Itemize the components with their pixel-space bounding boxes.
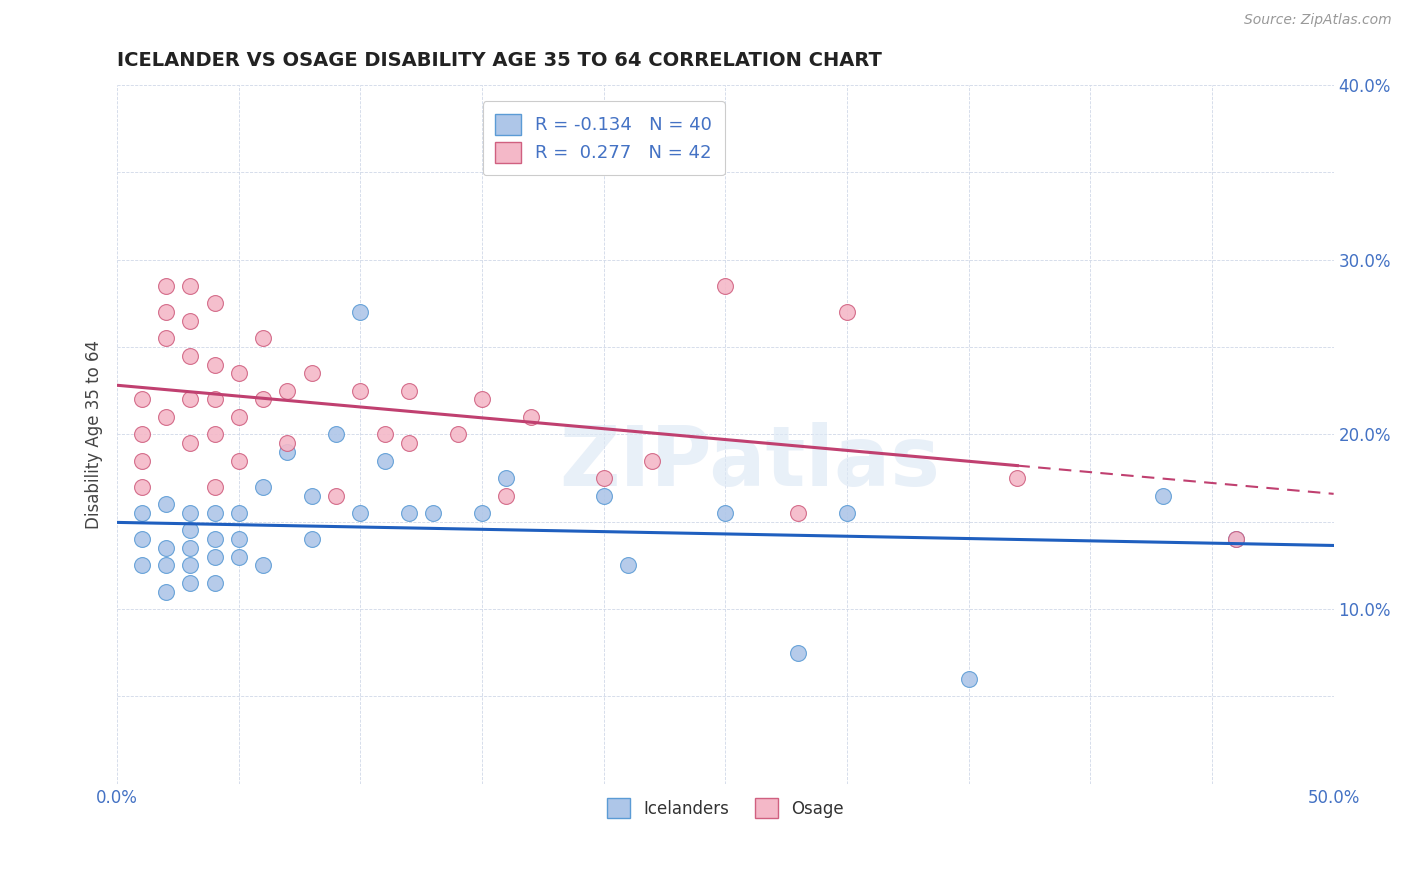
Point	[276, 384, 298, 398]
Point	[228, 409, 250, 424]
Point	[349, 305, 371, 319]
Point	[301, 533, 323, 547]
Text: ICELANDER VS OSAGE DISABILITY AGE 35 TO 64 CORRELATION CHART: ICELANDER VS OSAGE DISABILITY AGE 35 TO …	[117, 51, 882, 70]
Point	[155, 497, 177, 511]
Point	[957, 672, 980, 686]
Point	[471, 392, 494, 407]
Point	[520, 409, 543, 424]
Point	[301, 489, 323, 503]
Point	[787, 506, 810, 520]
Point	[835, 305, 858, 319]
Point	[252, 558, 274, 573]
Point	[471, 506, 494, 520]
Point	[228, 549, 250, 564]
Point	[1225, 533, 1247, 547]
Point	[422, 506, 444, 520]
Point	[131, 480, 153, 494]
Point	[131, 506, 153, 520]
Point	[204, 392, 226, 407]
Point	[1225, 533, 1247, 547]
Point	[155, 279, 177, 293]
Point	[179, 575, 201, 590]
Point	[349, 506, 371, 520]
Point	[495, 489, 517, 503]
Point	[641, 453, 664, 467]
Point	[252, 392, 274, 407]
Point	[131, 392, 153, 407]
Point	[155, 305, 177, 319]
Point	[155, 409, 177, 424]
Point	[1152, 489, 1174, 503]
Point	[398, 506, 420, 520]
Point	[179, 392, 201, 407]
Point	[398, 436, 420, 450]
Text: ZIPatlas: ZIPatlas	[560, 422, 941, 503]
Point	[325, 489, 347, 503]
Point	[1007, 471, 1029, 485]
Point	[325, 427, 347, 442]
Point	[228, 533, 250, 547]
Point	[447, 427, 470, 442]
Point	[592, 489, 614, 503]
Point	[131, 533, 153, 547]
Point	[204, 296, 226, 310]
Point	[617, 558, 640, 573]
Point	[228, 453, 250, 467]
Point	[228, 366, 250, 380]
Point	[252, 331, 274, 345]
Point	[252, 480, 274, 494]
Point	[374, 453, 396, 467]
Point	[204, 575, 226, 590]
Point	[131, 453, 153, 467]
Point	[204, 506, 226, 520]
Point	[714, 279, 737, 293]
Point	[228, 506, 250, 520]
Point	[179, 541, 201, 555]
Point	[179, 436, 201, 450]
Point	[204, 358, 226, 372]
Point	[787, 646, 810, 660]
Point	[131, 558, 153, 573]
Point	[204, 427, 226, 442]
Point	[179, 279, 201, 293]
Point	[204, 480, 226, 494]
Point	[155, 541, 177, 555]
Point	[155, 331, 177, 345]
Point	[179, 506, 201, 520]
Point	[155, 584, 177, 599]
Point	[204, 533, 226, 547]
Point	[131, 427, 153, 442]
Point	[835, 506, 858, 520]
Point	[301, 366, 323, 380]
Text: Source: ZipAtlas.com: Source: ZipAtlas.com	[1244, 13, 1392, 28]
Point	[204, 549, 226, 564]
Point	[179, 558, 201, 573]
Point	[592, 471, 614, 485]
Point	[374, 427, 396, 442]
Point	[398, 384, 420, 398]
Legend: Icelanders, Osage: Icelanders, Osage	[600, 792, 851, 824]
Point	[495, 471, 517, 485]
Point	[349, 384, 371, 398]
Y-axis label: Disability Age 35 to 64: Disability Age 35 to 64	[86, 340, 103, 529]
Point	[714, 506, 737, 520]
Point	[276, 436, 298, 450]
Point	[179, 314, 201, 328]
Point	[179, 349, 201, 363]
Point	[155, 558, 177, 573]
Point	[179, 524, 201, 538]
Point	[276, 445, 298, 459]
